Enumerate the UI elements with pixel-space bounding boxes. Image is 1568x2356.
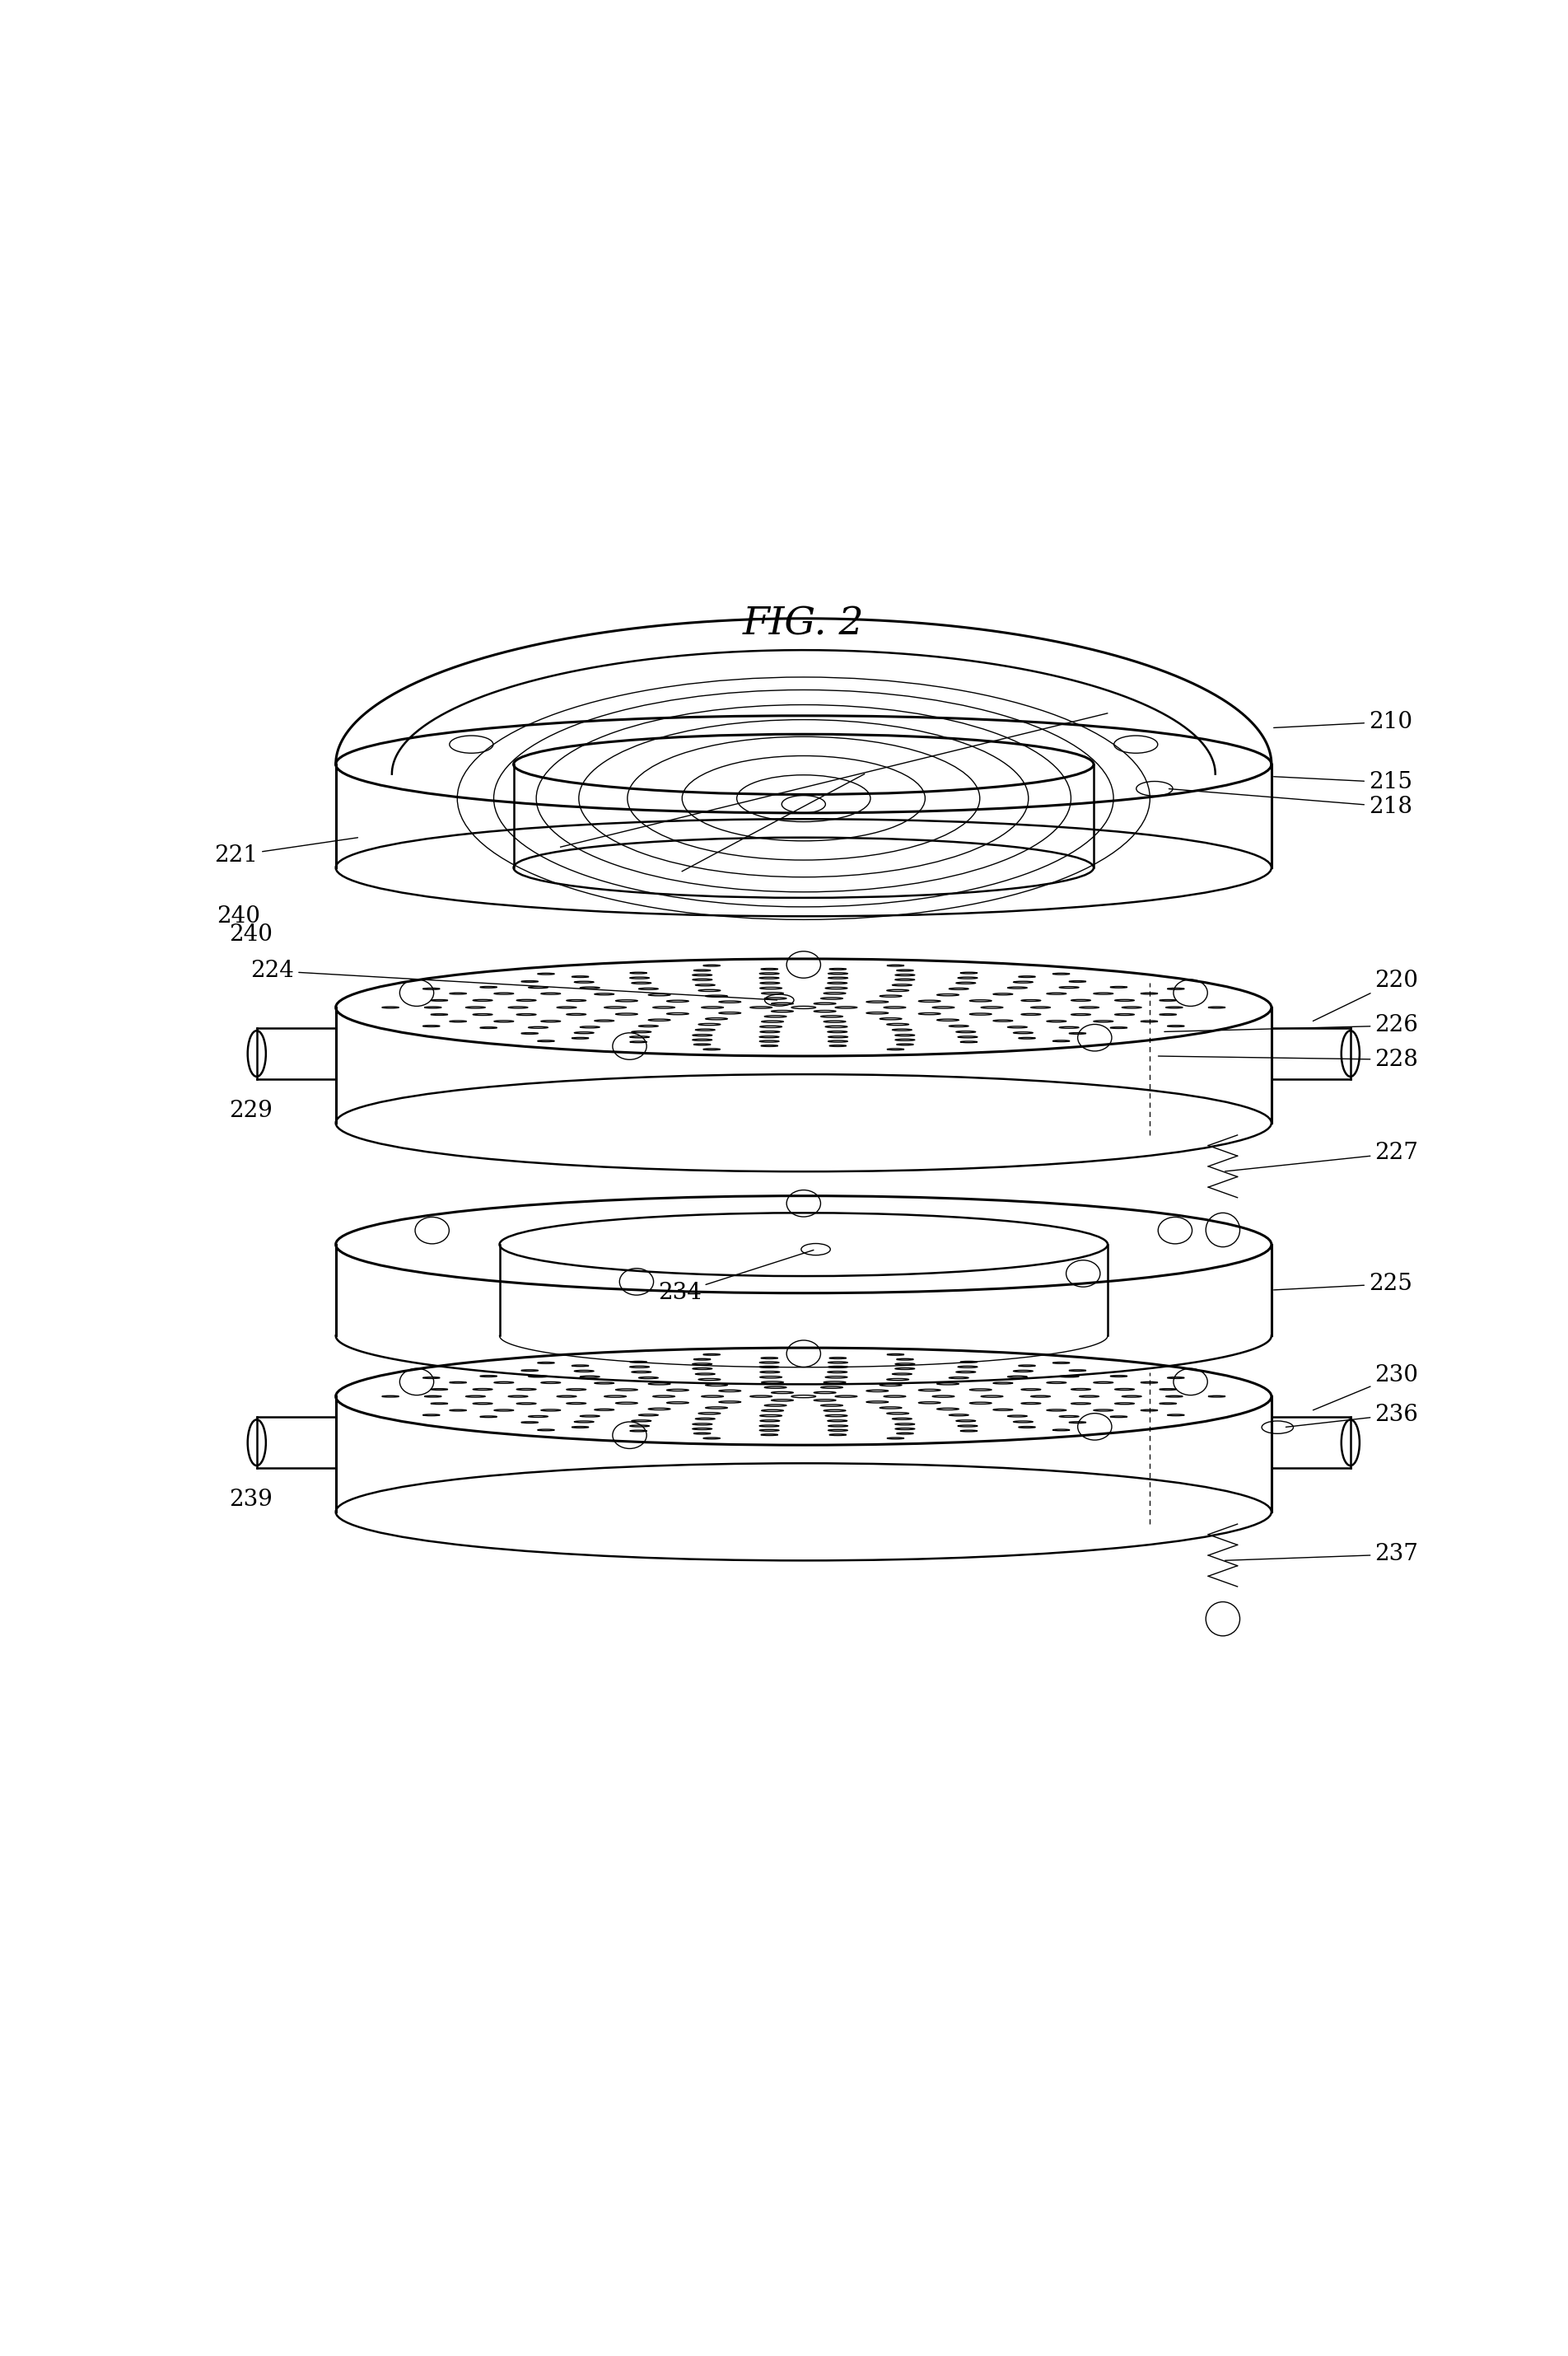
Text: FIG. 2: FIG. 2 bbox=[743, 605, 864, 643]
Text: 210: 210 bbox=[1273, 712, 1413, 733]
Text: 237: 237 bbox=[1225, 1543, 1419, 1564]
Text: 230: 230 bbox=[1312, 1364, 1419, 1411]
Text: 226: 226 bbox=[1165, 1015, 1419, 1037]
Text: 234: 234 bbox=[659, 1251, 814, 1305]
Text: 228: 228 bbox=[1159, 1048, 1419, 1070]
Text: 240: 240 bbox=[229, 924, 273, 945]
Text: 240: 240 bbox=[216, 905, 260, 928]
Text: 215: 215 bbox=[1273, 770, 1413, 794]
Text: 239: 239 bbox=[229, 1489, 273, 1510]
Text: 224: 224 bbox=[251, 959, 778, 999]
Text: 229: 229 bbox=[229, 1100, 273, 1121]
Text: 225: 225 bbox=[1273, 1272, 1413, 1296]
Text: 227: 227 bbox=[1225, 1143, 1419, 1171]
Text: 218: 218 bbox=[1168, 789, 1413, 818]
Text: 221: 221 bbox=[215, 839, 358, 867]
Text: 236: 236 bbox=[1286, 1404, 1419, 1428]
Text: 220: 220 bbox=[1312, 968, 1419, 1020]
